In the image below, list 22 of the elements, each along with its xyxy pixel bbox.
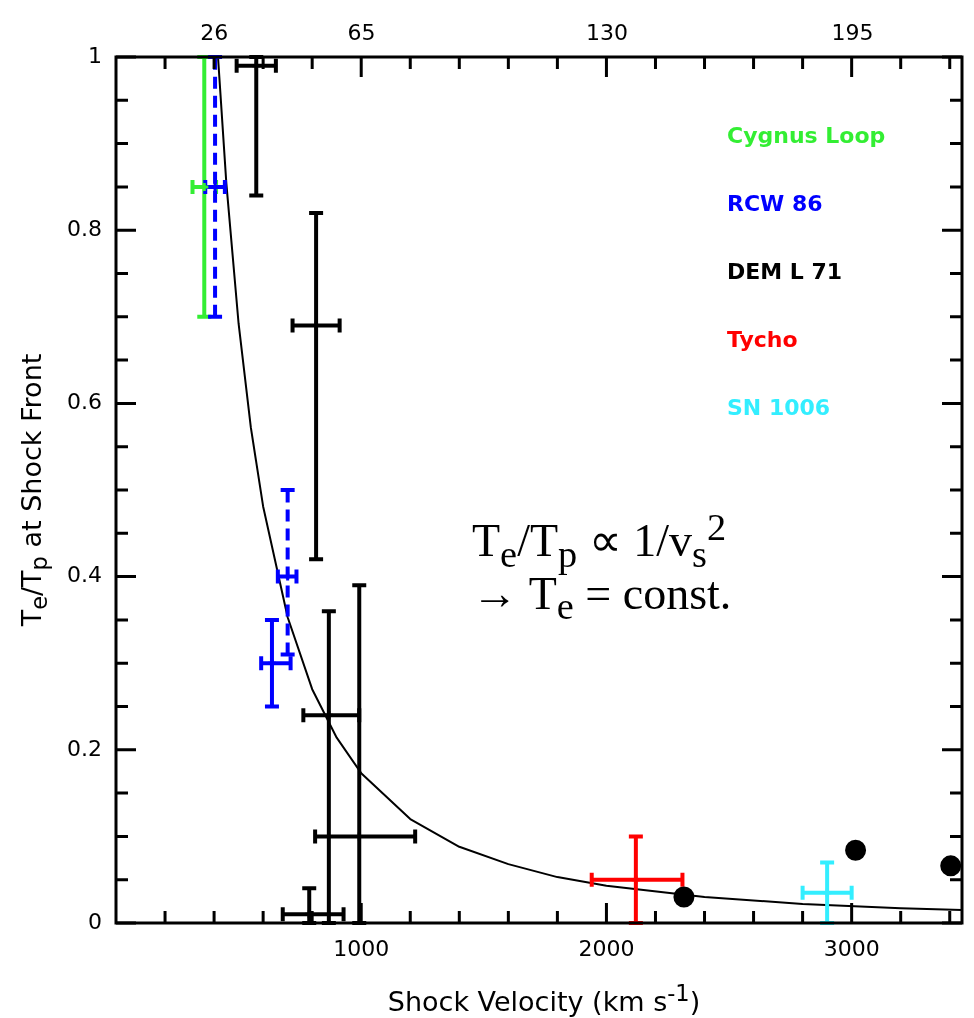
x-tick-label: 1000 [333, 935, 390, 961]
point [940, 855, 962, 877]
text: Cygnus Loop [727, 122, 886, 148]
text: DEM L 71 [727, 258, 843, 284]
y-tick-label: 0.2 [67, 735, 102, 761]
y-tick-label: 0 [88, 908, 102, 934]
y-tick-label: 0.4 [67, 562, 102, 588]
x2-tick-label: 130 [585, 19, 628, 45]
x-tick-label: 3000 [823, 935, 880, 961]
text: Tycho [727, 326, 798, 352]
y-tick-label: 1 [88, 42, 102, 68]
x-tick-label: 2000 [578, 935, 635, 961]
point [673, 886, 695, 908]
text: RCW 86 [727, 190, 823, 216]
point [845, 839, 867, 861]
x2-tick-label: 26 [200, 19, 229, 45]
y-tick-label: 0.6 [67, 389, 102, 415]
x2-tick-label: 195 [831, 19, 874, 45]
x-axis-title: Shock Velocity (km s$^{-1}$) [387, 980, 701, 1017]
x2-tick-label: 65 [347, 19, 376, 45]
y-tick-label: 0.8 [67, 215, 102, 241]
text: SN 1006 [727, 394, 831, 420]
